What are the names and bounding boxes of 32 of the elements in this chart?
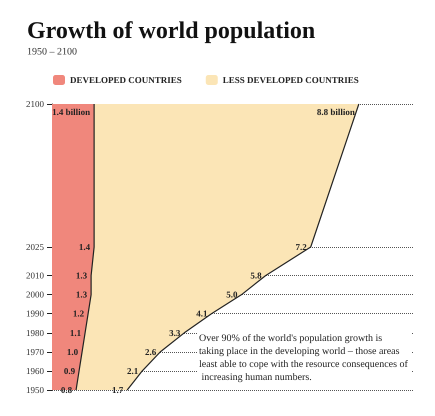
data-label: 1.3 — [76, 290, 88, 300]
data-label: 4.1 — [196, 308, 208, 319]
data-label: 1.3 — [76, 270, 88, 281]
y-tick-label: 1990 — [26, 308, 44, 319]
data-label: 1.7 — [112, 385, 124, 395]
y-tick-label: 1960 — [26, 366, 44, 376]
data-label: 5.0 — [226, 290, 238, 300]
legend-label: LESS DEVELOPED COUNTRIES — [222, 75, 359, 85]
data-label: 8.8 billion — [316, 107, 355, 117]
data-label: 1.2 — [72, 308, 85, 319]
y-tick-label: 2025 — [26, 242, 44, 252]
chart-title: Growth of world population — [27, 18, 316, 44]
data-label: 0.9 — [64, 366, 76, 376]
data-label: 1.4 billion — [52, 107, 90, 117]
y-tick-label: 1970 — [26, 346, 44, 357]
y-tick-label: 1950 — [26, 385, 44, 395]
data-label: 1.4 — [78, 242, 91, 252]
chart-subtitle: 1950 – 2100 — [27, 46, 77, 58]
data-label: 7.2 — [295, 242, 308, 252]
data-label: 1.0 — [66, 346, 79, 357]
legend-label: DEVELOPED COUNTRIES — [70, 75, 182, 85]
y-tick-label: 2010 — [26, 270, 44, 281]
data-label: 5.8 — [250, 270, 262, 281]
data-label: 0.8 — [60, 385, 73, 395]
y-tick-label: 2000 — [26, 290, 44, 300]
data-label: 2.6 — [145, 346, 157, 357]
data-label: 1.1 — [70, 328, 82, 338]
y-tick-label: 2100 — [26, 99, 44, 109]
data-label: 3.3 — [169, 328, 181, 338]
data-label: 2.1 — [127, 366, 139, 376]
annotation: Over 90% of the world's population growth is taking place in the developing world – those areas least able to cope with the resource consequences of increasing human numbers. — [199, 333, 408, 383]
y-tick-label: 1980 — [26, 328, 44, 338]
